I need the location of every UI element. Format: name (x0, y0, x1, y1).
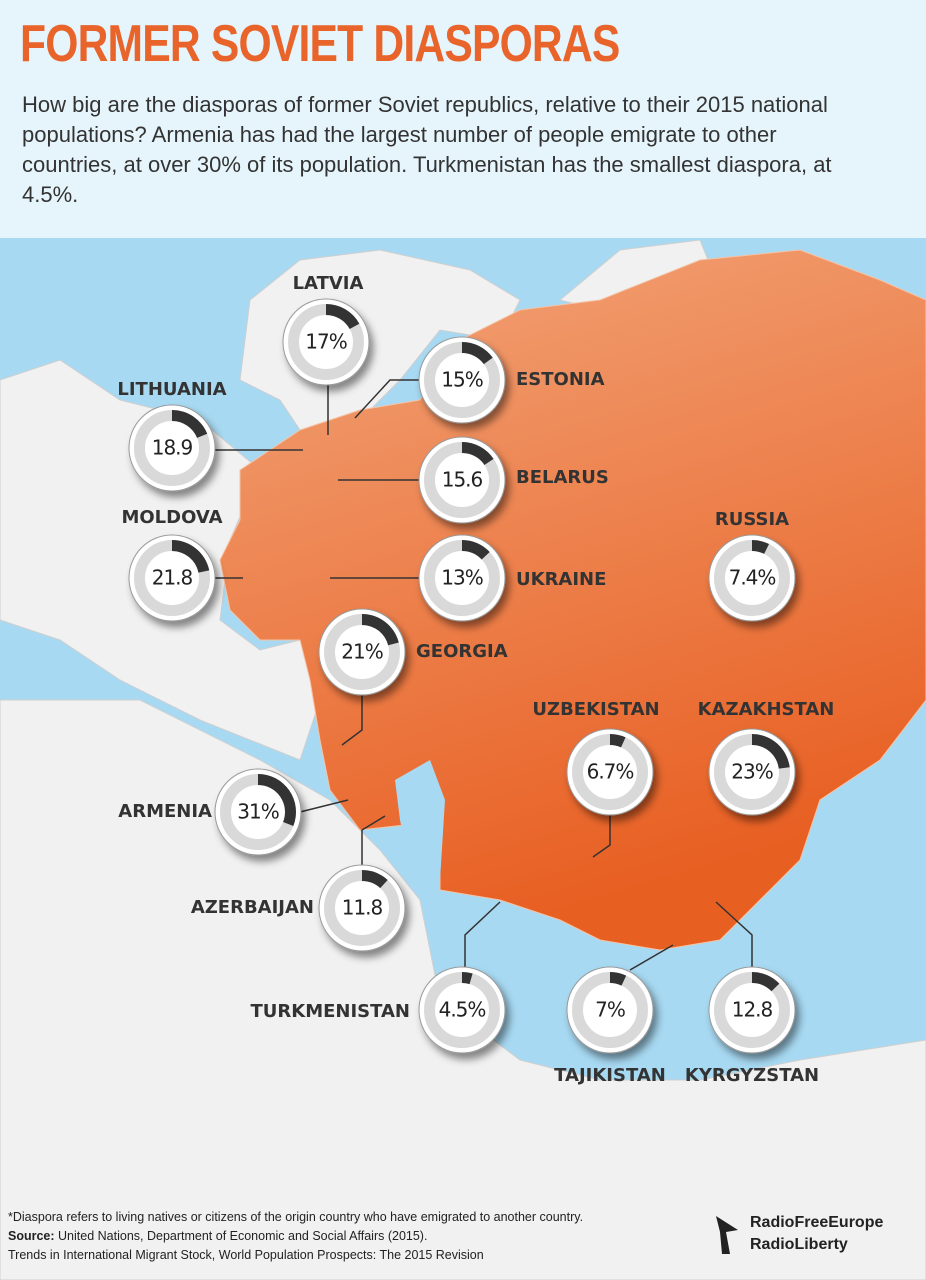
donut-wedge (462, 442, 494, 465)
donut-wedge (752, 734, 790, 769)
donut: 21% GEORGIA (318, 608, 508, 696)
donut-value: 15% (441, 368, 482, 392)
donut: 7.4% RUSSIA (708, 509, 796, 622)
donut: 15.6 BELARUS (418, 436, 609, 524)
country-label: UZBEKISTAN (532, 699, 659, 720)
donut-value: 11.8 (342, 896, 383, 920)
logo-icon (716, 1216, 738, 1254)
connectors (214, 379, 753, 971)
footnote: *Diaspora refers to living natives or ci… (8, 1210, 584, 1224)
subtitle: How big are the diasporas of former Sovi… (22, 92, 832, 207)
country-label: ESTONIA (516, 369, 605, 390)
donuts: 17% LATVIA 15% ESTONIA 18.9 LITHUANIA 15.6 BELA… (117, 273, 834, 1086)
logo-line2: RadioLiberty (750, 1236, 848, 1253)
donut-wedge (610, 972, 627, 986)
source-label: Source: (8, 1229, 55, 1243)
country-label: TAJIKISTAN (554, 1065, 666, 1086)
donut-wedge (462, 972, 473, 985)
trends: Trends in International Migrant Stock, W… (8, 1248, 484, 1262)
donut: 18.9 LITHUANIA (117, 379, 227, 492)
donut: 11.8 AZERBAIJAN (191, 864, 406, 952)
donut-value: 18.9 (152, 436, 193, 460)
donut-wedge (462, 540, 490, 560)
country-label: LITHUANIA (117, 379, 226, 400)
country-label: LATVIA (293, 273, 364, 294)
donut-wedge (172, 540, 210, 573)
donut: 12.8 KYRGYZSTAN (685, 966, 819, 1086)
donut-value: 4.5% (439, 998, 486, 1022)
donut-value: 15.6 (442, 468, 483, 492)
country-label: TURKMENISTAN (250, 1001, 410, 1022)
donut: 31% ARMENIA (118, 768, 302, 856)
logo: RadioFreeEurope RadioLiberty (712, 1212, 883, 1256)
donut: 6.7% UZBEKISTAN (532, 699, 660, 816)
donut-wedge (172, 410, 208, 438)
source: Source: United Nations, Department of Ec… (8, 1227, 583, 1246)
country-label: KYRGYZSTAN (685, 1065, 819, 1086)
country-label: BELARUS (516, 467, 609, 488)
donut: 15% ESTONIA (418, 336, 605, 424)
country-label: GEORGIA (416, 641, 508, 662)
donut-value: 31% (237, 800, 278, 824)
donut-wedge (258, 774, 296, 826)
country-label: UKRAINE (516, 569, 606, 590)
donut: 17% LATVIA (282, 273, 370, 386)
footer: *Diaspora refers to living natives or ci… (8, 1208, 583, 1265)
country-label: KAZAKHSTAN (698, 699, 835, 720)
header-panel: FORMER SOVIET DIASPORAS How big are the … (0, 0, 926, 238)
donut-wedge (462, 342, 493, 365)
donut-wedge (362, 614, 399, 646)
donut-value: 13% (441, 566, 482, 590)
donut-value: 6.7% (587, 760, 634, 784)
donut: 7% TAJIKISTAN (554, 966, 666, 1086)
donut-value: 23% (731, 760, 772, 784)
donut: 13% UKRAINE (418, 534, 606, 622)
source-text: United Nations, Department of Economic a… (58, 1229, 428, 1243)
donut: 23% KAZAKHSTAN (698, 699, 835, 816)
donut-value: 21.8 (152, 566, 193, 590)
donut-value: 12.8 (732, 998, 773, 1022)
country-label: AZERBAIJAN (191, 897, 314, 918)
country-label: ARMENIA (118, 801, 212, 822)
donut: 4.5% TURKMENISTAN (250, 966, 506, 1054)
logo-line1: RadioFreeEurope (750, 1214, 884, 1231)
donut-wedge (752, 540, 770, 554)
donut: 21.8 MOLDOVA (121, 507, 223, 622)
donut-value: 17% (305, 330, 346, 354)
donut-value: 21% (341, 640, 382, 664)
country-label: MOLDOVA (121, 507, 222, 528)
donut-wedge (610, 733, 626, 748)
donut-value: 7% (595, 998, 625, 1022)
title: FORMER SOVIET DIASPORAS (20, 15, 620, 73)
country-label: RUSSIA (715, 509, 789, 530)
donut-wedge (362, 870, 388, 889)
donut-wedge (326, 304, 360, 329)
caspian-sea (395, 760, 445, 880)
donut-wedge (752, 972, 780, 992)
donut-value: 7.4% (729, 566, 776, 590)
